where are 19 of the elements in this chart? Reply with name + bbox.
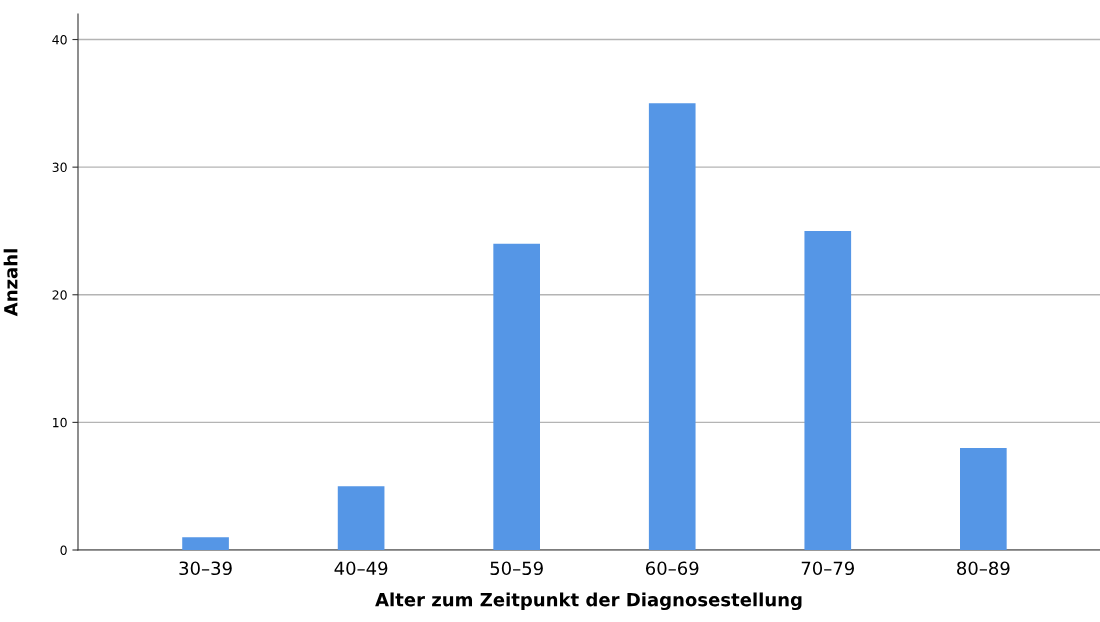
x-tick-label: 40–49	[334, 561, 388, 576]
x-tick-label: 30–39	[179, 561, 232, 576]
bar	[960, 447, 1007, 550]
y-tick-label: 0	[60, 545, 67, 555]
y-axis-title: Anzahl	[3, 249, 18, 317]
bar	[648, 103, 696, 550]
x-tick-label: 50–59	[490, 561, 543, 576]
x-axis-title: Alter zum Zeitpunkt der Diagnosestellung	[375, 592, 802, 611]
y-tick-label: 30	[52, 162, 67, 173]
x-tick-label: 80–89	[957, 561, 1010, 576]
x-tick-label: 60–69	[645, 561, 699, 576]
y-tick-label: 40	[52, 35, 67, 45]
bar	[804, 230, 852, 550]
bar	[337, 486, 385, 550]
bar	[182, 537, 229, 550]
x-tick-label: 70–79	[801, 561, 854, 576]
y-tick-label: 20	[52, 290, 67, 300]
y-tick-label: 10	[53, 417, 67, 428]
bar	[493, 243, 540, 550]
